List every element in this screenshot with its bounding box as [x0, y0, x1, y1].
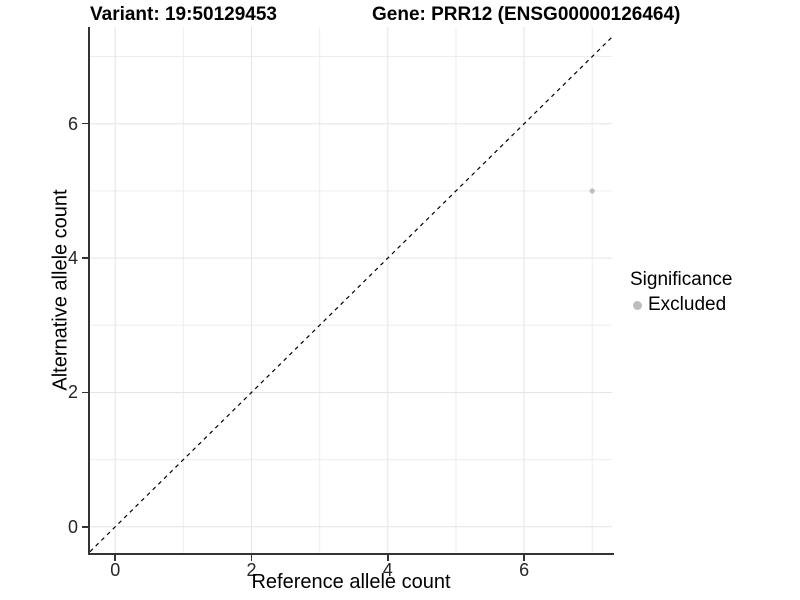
y-tick-label: 4	[67, 248, 78, 269]
y-tick-label: 0	[67, 516, 78, 537]
legend-item-label: Excluded	[648, 294, 727, 315]
x-tick-label: 2	[246, 560, 257, 580]
data-point	[589, 188, 595, 194]
x-tick-mark	[250, 555, 253, 561]
y-tick-mark	[82, 526, 88, 528]
legend: Significance Excluded	[630, 268, 732, 316]
x-axis-line	[88, 553, 614, 555]
y-tick-label: 6	[67, 113, 78, 134]
x-tick-mark	[523, 555, 525, 561]
x-axis-title: Reference allele count	[251, 571, 451, 593]
plot-canvas	[90, 27, 612, 553]
legend-title: Significance	[630, 269, 733, 290]
y-axis-line	[88, 27, 90, 555]
x-tick-label: 6	[519, 560, 530, 580]
plot-panel	[90, 27, 612, 553]
x-tick-mark	[387, 555, 389, 561]
y-axis-title: Alternative allele count	[49, 189, 72, 391]
legend-item-excluded: Excluded	[630, 294, 732, 316]
y-tick-mark	[82, 257, 88, 259]
y-tick-mark	[82, 122, 88, 125]
identity-line	[90, 36, 612, 553]
x-tick-label: 4	[382, 560, 393, 580]
x-tick-label: 0	[110, 560, 121, 580]
y-tick-mark	[82, 391, 88, 394]
y-tick-label: 2	[67, 382, 78, 403]
x-tick-mark	[114, 555, 116, 561]
plot-title-variant: Variant: 19:50129453	[90, 4, 277, 25]
plot-title-gene: Gene: PRR12 (ENSG00000126464)	[372, 4, 681, 25]
legend-point-swatch-icon	[633, 300, 642, 310]
